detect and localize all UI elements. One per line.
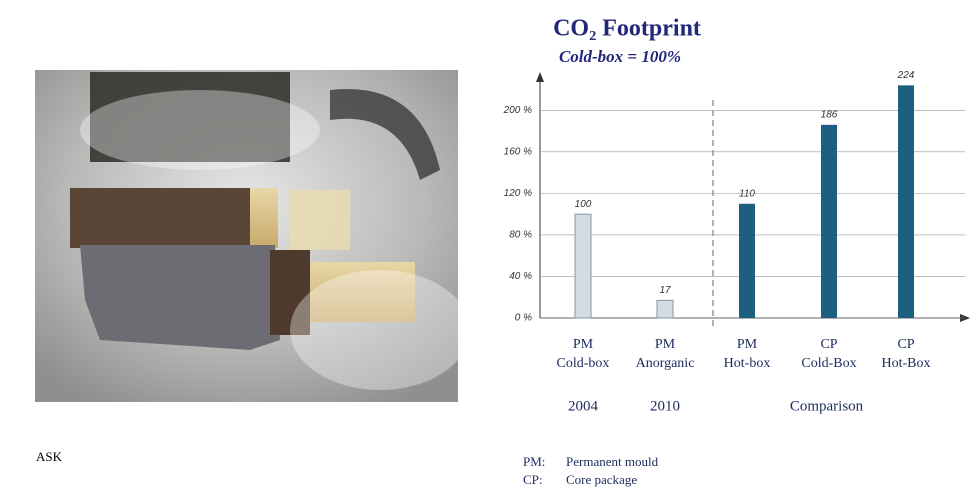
bar [821,124,837,318]
footer: ASK [36,449,63,464]
legend-key: CP: [523,472,543,487]
chart-subtitle: Cold-box = 100% [559,47,681,66]
legend-text: Core package [566,472,637,487]
value-label: 186 [821,109,838,120]
value-label: 224 [897,70,915,81]
y-tick-label: 80 % [509,230,532,241]
y-tick-label: 160 % [504,146,532,157]
y-tick-label: 200 % [503,105,532,116]
x-tick-label: PM [737,337,758,352]
x-tick-label: Cold-box [557,356,610,371]
axis-arrow [536,72,544,82]
y-tick-label: 120 % [504,188,532,199]
bar [739,203,755,318]
x-tick-label: Anorganic [636,356,695,371]
group-label: 2004 [568,398,599,414]
legend-text: Permanent mould [566,454,659,469]
bar [656,299,674,319]
photo [35,70,470,402]
group-label: Comparison [790,398,864,414]
x-tick-label: Cold-Box [801,356,856,371]
chart-title: CO₂ Footprint [553,16,701,42]
value-label: 17 [659,285,671,296]
x-tick-label: CP [897,337,914,352]
y-tick-label: 40 % [509,271,532,282]
legend-key: PM: [523,454,545,469]
x-tick-label: Hot-box [724,356,771,371]
value-label: 100 [575,199,592,210]
x-tick-label: Hot-Box [882,356,931,371]
x-tick-label: CP [820,337,837,352]
y-tick-label: 0 % [515,313,532,324]
value-label: 110 [739,188,755,199]
x-tick-label: PM [573,337,594,352]
x-tick-label: PM [655,337,676,352]
bar [574,213,592,319]
group-label: 2010 [650,398,680,414]
bar [898,85,914,318]
